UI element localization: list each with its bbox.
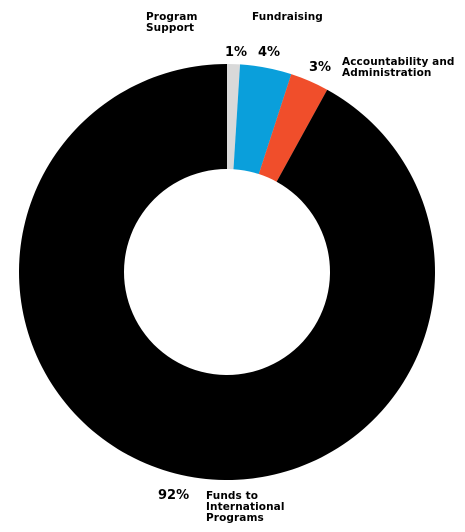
slice-fundraising <box>233 64 292 175</box>
slice-international-programs <box>19 64 436 480</box>
label-accountability-administration: Accountability and Administration <box>342 56 455 79</box>
value-fundraising: 4% <box>258 45 281 60</box>
label-international-programs: Funds to International Programs <box>206 490 285 524</box>
slice-program-support <box>227 64 241 170</box>
label-fundraising: Fundraising <box>252 11 323 23</box>
label-program-support: Program Support <box>146 11 198 34</box>
value-international-programs: 92% <box>158 488 190 503</box>
donut-slices <box>19 64 436 480</box>
value-accountability-administration: 3% <box>309 60 332 75</box>
slice-accountability-administration <box>258 74 328 182</box>
value-program-support: 1% <box>225 45 248 60</box>
